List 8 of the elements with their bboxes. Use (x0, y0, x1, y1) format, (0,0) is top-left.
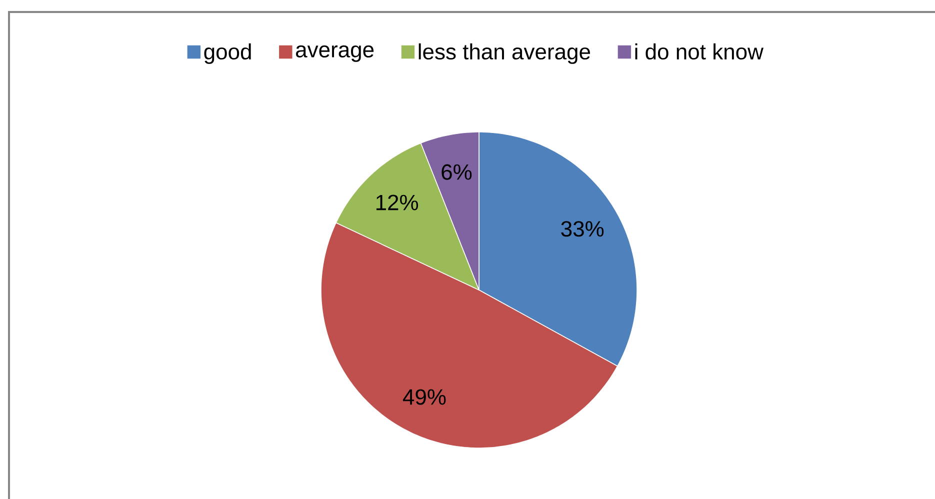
legend-label: less than average (418, 43, 590, 64)
data-label: 33% (561, 221, 604, 237)
legend-label: i do not know (635, 43, 764, 60)
data-label: 49% (402, 389, 446, 405)
data-label: 12% (376, 194, 418, 210)
legend-label: average (296, 45, 374, 62)
data-label: 6% (442, 164, 472, 180)
legend-label: good (204, 43, 251, 64)
